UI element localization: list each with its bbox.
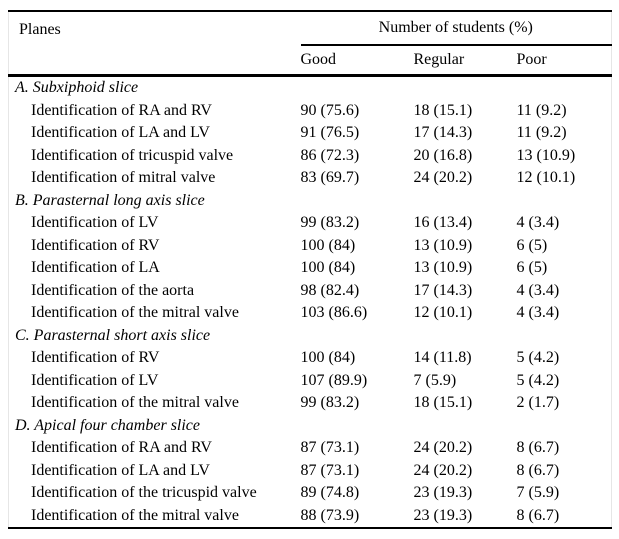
cell-poor: 4 (3.4): [516, 214, 560, 232]
table-row: Identification of LV 99 (83.2) 16 (13.4)…: [9, 212, 612, 235]
section-row-parasternal-long: B. Parasternal long axis slice: [9, 190, 612, 213]
row-label: Identification of LA and LV: [31, 124, 210, 142]
section-header: D. Apical four chamber slice: [15, 416, 201, 434]
cell-regular: 17 (14.3): [413, 281, 473, 299]
cell-good: 107 (89.9): [300, 371, 368, 389]
cell-poor: 13 (10.9): [516, 146, 576, 164]
row-label: Identification of the mitral valve: [31, 304, 239, 322]
cell-poor: 5 (4.2): [516, 349, 560, 367]
cell-regular: 17 (14.3): [413, 124, 473, 142]
table-row: Identification of the mitral valve 99 (8…: [9, 392, 612, 415]
table-row: Identification of LA and LV 87 (73.1) 24…: [9, 460, 612, 483]
section-header: B. Parasternal long axis slice: [15, 191, 205, 209]
table-row: Identification of RA and RV 87 (73.1) 24…: [9, 437, 612, 460]
cell-regular: 18 (15.1): [413, 394, 473, 412]
table-row: Identification of LA 100 (84) 13 (10.9) …: [9, 257, 612, 280]
column-header-poor: Poor: [516, 45, 612, 77]
table-row: Identification of RV 100 (84) 14 (11.8) …: [9, 347, 612, 370]
group-header-number-of-students: Number of students (%): [300, 11, 612, 46]
cell-poor: 8 (6.7): [516, 506, 560, 524]
cell-regular: 23 (19.3): [413, 484, 473, 502]
cell-poor: 5 (4.2): [516, 371, 560, 389]
cell-good: 91 (76.5): [300, 124, 360, 142]
row-label: Identification of mitral valve: [31, 169, 216, 187]
cell-poor: 6 (5): [516, 259, 548, 277]
row-label: Identification of the aorta: [31, 281, 195, 299]
table-row: Identification of LA and LV 91 (76.5) 17…: [9, 122, 612, 145]
column-header-good: Good: [300, 45, 414, 77]
cell-good: 103 (86.6): [300, 304, 368, 322]
cell-good: 86 (72.3): [300, 146, 360, 164]
data-table: Planes Number of students (%) Good Regul…: [8, 10, 612, 529]
cell-regular: 7 (5.9): [413, 371, 457, 389]
cell-regular: 24 (20.2): [413, 439, 473, 457]
table-row: Identification of the tricuspid valve 89…: [9, 482, 612, 505]
cell-regular: 24 (20.2): [413, 169, 473, 187]
table-row: Identification of mitral valve 83 (69.7)…: [9, 167, 612, 190]
section-row-subxiphoid: A. Subxiphoid slice: [9, 76, 612, 100]
cell-good: 98 (82.4): [300, 281, 360, 299]
table-row: Identification of the mitral valve 103 (…: [9, 302, 612, 325]
cell-good: 87 (73.1): [300, 439, 360, 457]
row-label: Identification of RA and RV: [31, 101, 212, 119]
cell-good: 99 (83.2): [300, 394, 360, 412]
cell-poor: 4 (3.4): [516, 304, 560, 322]
row-label: Identification of RA and RV: [31, 439, 212, 457]
cell-good: 87 (73.1): [300, 461, 360, 479]
cell-poor: 4 (3.4): [516, 281, 560, 299]
table-row: Identification of the aorta 98 (82.4) 17…: [9, 280, 612, 303]
cell-good: 100 (84): [300, 236, 356, 254]
cell-regular: 13 (10.9): [413, 259, 473, 277]
cell-poor: 2 (1.7): [516, 394, 560, 412]
column-header-planes: Planes: [8, 11, 301, 77]
cell-good: 99 (83.2): [300, 214, 360, 232]
cell-poor: 6 (5): [516, 236, 548, 254]
cell-good: 100 (84): [300, 259, 356, 277]
row-label: Identification of the mitral valve: [31, 394, 239, 412]
cell-regular: 20 (16.8): [413, 146, 473, 164]
section-row-parasternal-short: C. Parasternal short axis slice: [9, 325, 612, 348]
row-label: Identification of LA: [31, 259, 160, 277]
cell-regular: 13 (10.9): [413, 236, 473, 254]
cell-regular: 14 (11.8): [413, 349, 472, 367]
cell-regular: 23 (19.3): [413, 506, 473, 524]
section-header: C. Parasternal short axis slice: [15, 326, 211, 344]
cell-good: 89 (74.8): [300, 484, 360, 502]
cell-good: 88 (73.9): [300, 506, 360, 524]
row-label: Identification of the tricuspid valve: [31, 484, 257, 502]
section-header: A. Subxiphoid slice: [15, 79, 139, 97]
cell-poor: 12 (10.1): [516, 169, 576, 187]
table-row: Identification of the mitral valve 88 (7…: [9, 505, 612, 529]
table-header-row-group: Planes Number of students (%): [8, 11, 612, 77]
cell-poor: 7 (5.9): [516, 484, 560, 502]
section-row-apical-four-chamber: D. Apical four chamber slice: [9, 415, 612, 438]
table-row: Identification of RA and RV 90 (75.6) 18…: [9, 100, 612, 123]
table-row: Identification of tricuspid valve 86 (72…: [9, 145, 612, 168]
table-row: Identification of LV 107 (89.9) 7 (5.9) …: [9, 370, 612, 393]
cell-good: 83 (69.7): [300, 169, 360, 187]
cell-good: 90 (75.6): [300, 101, 360, 119]
row-label: Identification of RV: [31, 349, 160, 367]
row-label: Identification of LA and LV: [31, 461, 210, 479]
table-row: Identification of RV 100 (84) 13 (10.9) …: [9, 235, 612, 258]
results-table-figure: Planes Number of students (%) Good Regul…: [8, 10, 612, 529]
table-header-row-columns: Good Regular Poor: [9, 45, 612, 77]
row-label: Identification of LV: [31, 214, 159, 232]
cell-regular: 16 (13.4): [413, 214, 473, 232]
row-label: Identification of RV: [31, 236, 160, 254]
cell-regular: 24 (20.2): [413, 461, 473, 479]
column-header-regular: Regular: [413, 45, 517, 77]
cell-good: 100 (84): [300, 349, 356, 367]
cell-poor: 8 (6.7): [516, 439, 560, 457]
row-label: Identification of tricuspid valve: [31, 146, 234, 164]
row-label: Identification of the mitral valve: [31, 506, 239, 524]
cell-regular: 12 (10.1): [413, 304, 473, 322]
row-label: Identification of LV: [31, 371, 159, 389]
cell-poor: 11 (9.2): [516, 124, 567, 142]
cell-poor: 11 (9.2): [516, 101, 567, 119]
cell-regular: 18 (15.1): [413, 101, 473, 119]
cell-poor: 8 (6.7): [516, 461, 560, 479]
